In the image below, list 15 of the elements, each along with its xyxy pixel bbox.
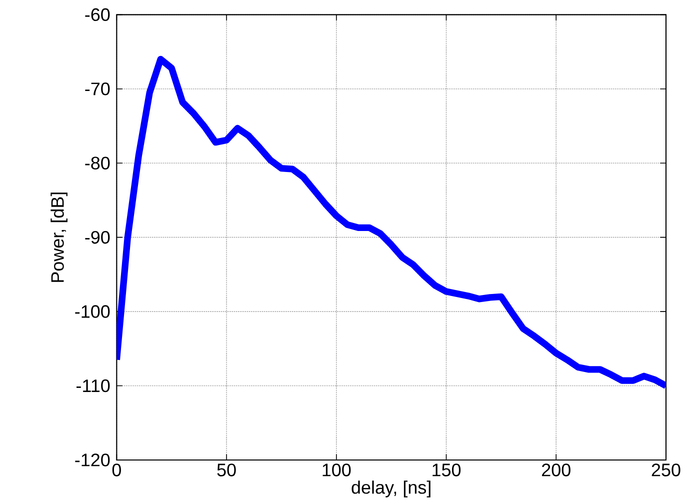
y-tick-label: -110 [76,379,110,392]
x-tick-label: 250 [652,464,680,476]
x-tick-label: 0 [112,464,121,476]
x-tick-label: 50 [217,464,236,476]
y-tick-label: -80 [85,156,110,170]
y-tick-label: -60 [85,8,110,22]
x-axis-title: delay, [ns] [352,480,430,498]
x-tick-label: 200 [542,464,570,476]
x-tick-label: 100 [322,464,351,476]
y-tick-label: -70 [85,82,110,96]
y-tick-label: -120 [75,454,110,466]
y-tick-label: -90 [85,230,110,244]
y-tick-label: -100 [75,305,110,318]
y-axis-title: Power, [dB] [50,192,68,282]
x-tick-label: 150 [432,464,461,476]
